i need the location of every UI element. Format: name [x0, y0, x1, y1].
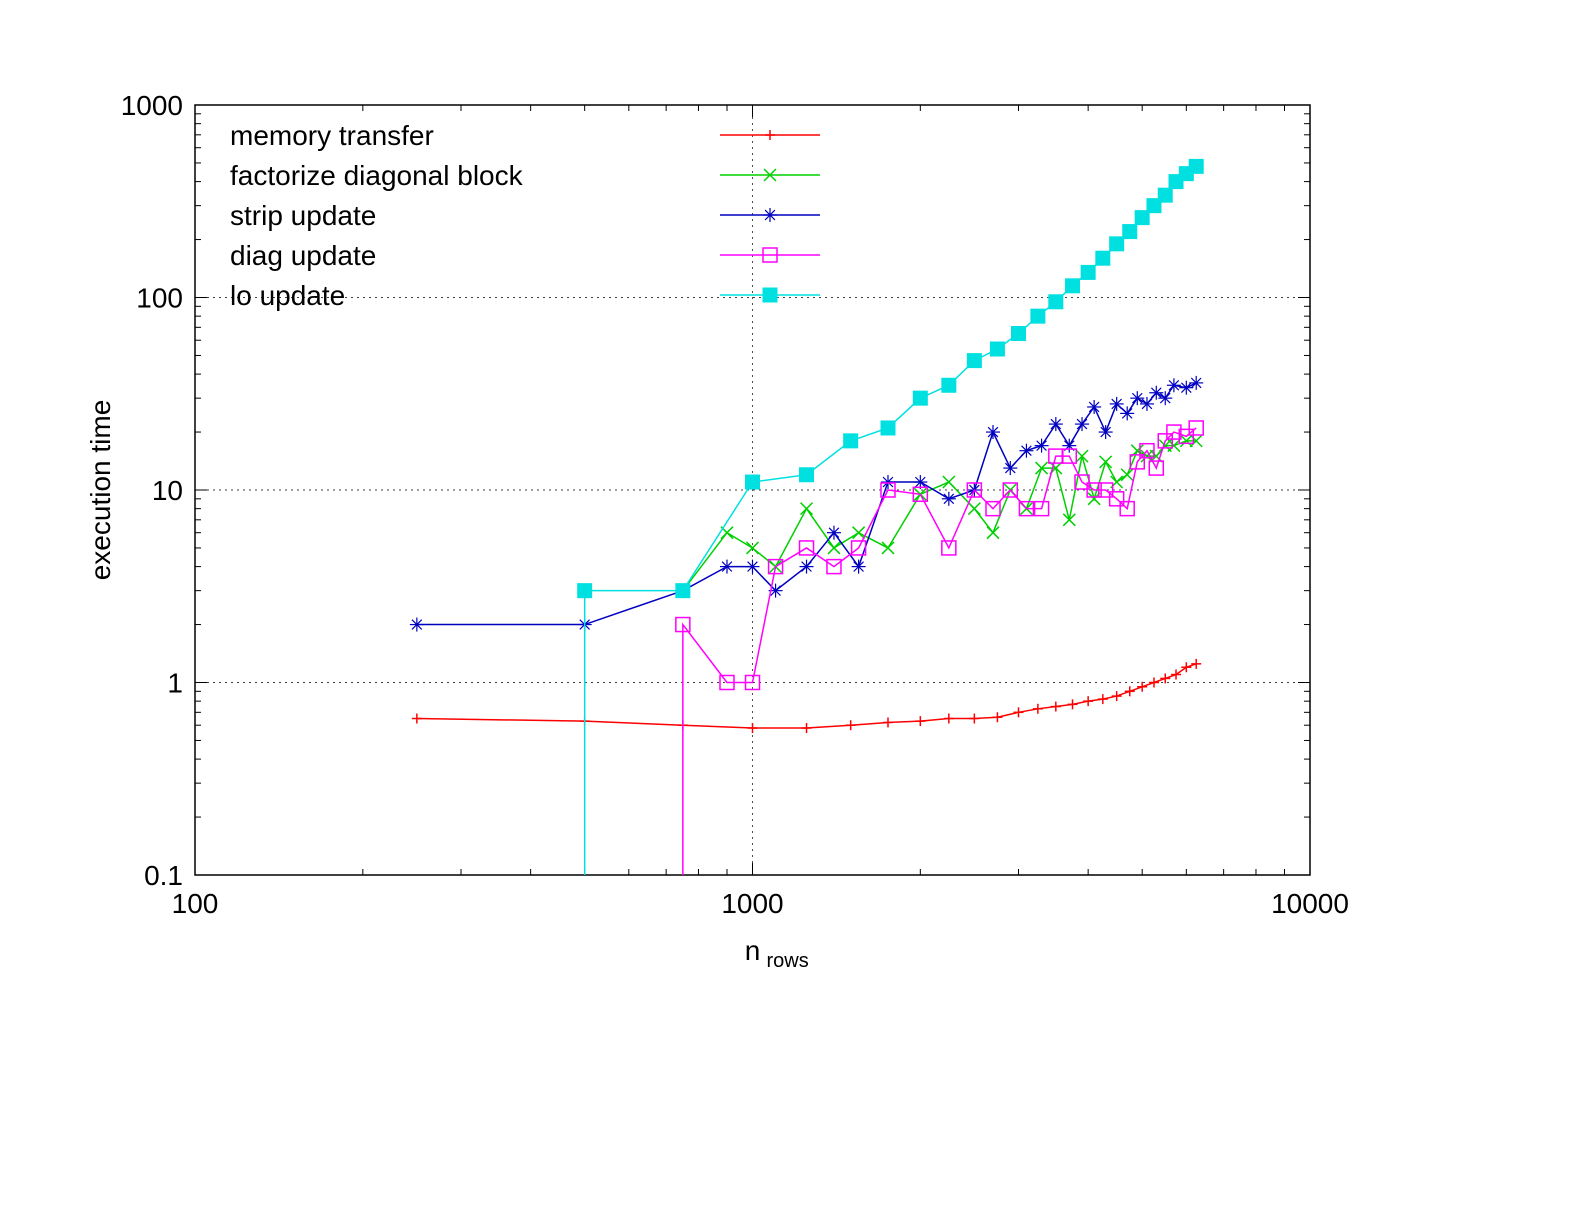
- legend-label: diag update: [230, 240, 376, 271]
- legend-label: memory transfer: [230, 120, 434, 151]
- series-line: [683, 441, 1196, 591]
- x-axis-label-sub: rows: [767, 950, 809, 972]
- chart-container: 100 1000 10000 0.1 1 10 100 1000 nrows execution …: [0, 0, 1584, 1224]
- series-0: [412, 659, 1201, 733]
- tick-label-y: 100: [136, 283, 183, 314]
- x-axis-label: n: [745, 935, 761, 966]
- series-2: [410, 376, 1203, 632]
- tick-label-y: 0.1: [144, 860, 183, 891]
- tick-label-x: 10000: [1271, 888, 1349, 919]
- line-chart: 100 1000 10000 0.1 1 10 100 1000 nrows execution …: [0, 0, 1584, 1224]
- legend-label: strip update: [230, 200, 376, 231]
- y-axis-label: execution time: [85, 400, 116, 581]
- tick-label-y: 1: [167, 668, 183, 699]
- tick-label-y: 10: [152, 475, 183, 506]
- legend-label: factorize diagonal block: [230, 160, 524, 191]
- series-line: [417, 664, 1196, 728]
- tick-label-y: 1000: [121, 90, 183, 121]
- series-3: [676, 421, 1203, 933]
- series-line: [417, 383, 1196, 625]
- tick-label-x: 1000: [721, 888, 783, 919]
- tick-label-x: 100: [172, 888, 219, 919]
- legend-label: lo update: [230, 280, 345, 311]
